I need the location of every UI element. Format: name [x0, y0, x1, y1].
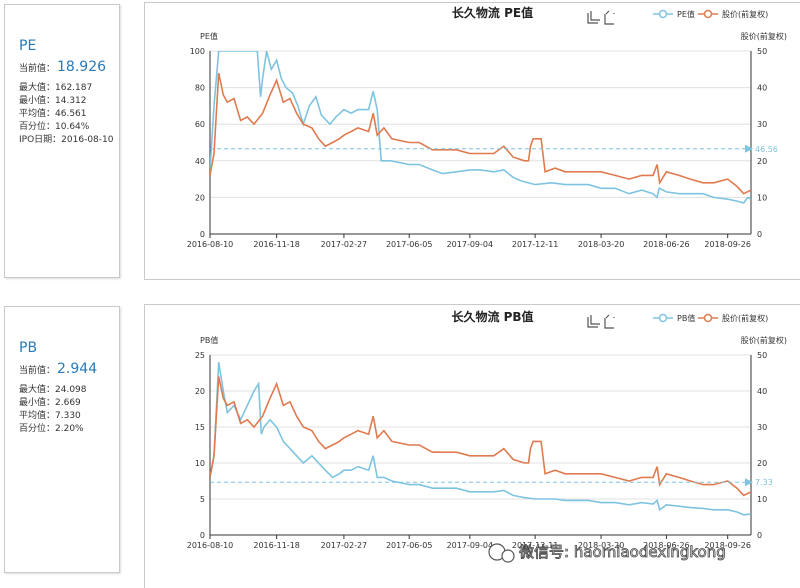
- watermark: 微信号: haomiaodexingkong: [488, 543, 726, 563]
- x-tick-label: 2018-06-26: [643, 240, 690, 249]
- legend-label-0: PB值: [677, 313, 695, 323]
- y-left-tick-label: 20: [195, 387, 205, 396]
- y-right-tick-label: 30: [757, 423, 767, 432]
- legend-label-1: 股价(前复权): [722, 9, 768, 19]
- y-left-tick-label: 0: [200, 230, 205, 239]
- y-axis-left-title: PB值: [200, 335, 218, 345]
- pe-percentile-line: 百分位：10.64%: [19, 122, 90, 132]
- pb-percentile-line: 百分位：2.20%: [19, 424, 84, 434]
- chart-title: 长久物流 PB值: [451, 309, 533, 324]
- y-left-tick-label: 20: [195, 193, 205, 202]
- y-left-tick-label: 40: [195, 157, 205, 166]
- y-left-tick-label: 60: [195, 120, 205, 129]
- x-tick-label: 2017-06-05: [386, 240, 433, 249]
- pb-current-value: 2.944: [57, 361, 98, 377]
- pe-ipo-date-line: IPO日期：2016-08-10: [19, 135, 114, 145]
- y-right-tick-label: 50: [757, 351, 767, 360]
- pe-min-line: 最小值：14.312: [19, 96, 87, 106]
- pe-metric-label: PE: [19, 38, 37, 54]
- x-tick-label: 2017-09-04: [447, 240, 494, 249]
- y-right-tick-label: 40: [757, 387, 767, 396]
- wechat-icon-bubble: [501, 549, 515, 563]
- y-right-tick-label: 0: [757, 230, 762, 239]
- pb-current-row: 当前值： 2.944: [19, 361, 97, 377]
- y-left-tick-label: 10: [195, 459, 205, 468]
- pe-max-line: 最大值：162.187: [19, 83, 93, 93]
- series-line-0: [210, 51, 751, 204]
- pe-current-value: 18.926: [57, 59, 107, 75]
- y-left-tick-label: 25: [195, 351, 205, 360]
- x-tick-label: 2018-03-20: [578, 240, 625, 249]
- y-right-tick-label: 10: [757, 495, 767, 504]
- legend-label-0: PE值: [677, 9, 695, 19]
- y-right-tick-label: 0: [757, 531, 762, 540]
- series-line-0: [210, 362, 751, 516]
- x-tick-label: 2018-03-20: [578, 541, 625, 550]
- pb-chart-container: 长久物流 PB值 PB值 股价(前复权) PB值 股价(前复权) 0 5 10 15 20 25 0 1…: [144, 304, 800, 588]
- y-axis-left-title: PE值: [200, 31, 218, 41]
- average-label: 7.33: [755, 478, 773, 487]
- x-tick-label: 2016-11-18: [253, 541, 300, 550]
- average-label: 46.56: [755, 145, 778, 154]
- pb-metric-label: PB: [19, 340, 38, 356]
- y-left-tick-label: 80: [195, 84, 205, 93]
- x-tick-label: 2018-09-26: [704, 541, 751, 550]
- x-tick-label: 2018-09-26: [704, 240, 751, 249]
- chart-title: 长久物流 PE值: [452, 5, 533, 20]
- refresh-icon: [604, 10, 615, 25]
- pe-current-row: 当前值： 18.926: [19, 59, 106, 75]
- y-left-tick-label: 15: [195, 423, 205, 432]
- pe-stats-panel: PE 当前值： 18.926 最大值：162.187 最小值：14.312 平均值…: [4, 4, 120, 278]
- pe-current-label: 当前值：: [19, 64, 56, 74]
- watermark-text: 微信号: haomiaodexingkong: [519, 543, 726, 561]
- x-tick-label: 2017-09-04: [447, 541, 494, 550]
- series-line-1: [210, 72, 751, 195]
- refresh-icon: [604, 314, 615, 329]
- x-tick-label: 2016-08-10: [187, 541, 234, 550]
- legend-marker-0: [658, 313, 668, 323]
- pb-max-line: 最大值：24.098: [19, 385, 87, 395]
- y-left-tick-label: 5: [200, 495, 205, 504]
- average-arrow: [745, 144, 753, 153]
- pb-stats-panel: PB 当前值： 2.944 最大值：24.098 最小值：2.669 平均值：7.…: [4, 306, 120, 573]
- x-tick-label: 2016-11-18: [253, 240, 300, 249]
- x-tick-label: 2017-12-11: [512, 541, 559, 550]
- y-left-tick-label: 100: [190, 47, 205, 56]
- x-tick-label: 2018-06-26: [643, 541, 690, 550]
- x-tick-label: 2016-08-10: [187, 240, 234, 249]
- x-tick-label: 2017-06-05: [386, 541, 433, 550]
- x-tick-label: 2017-12-11: [512, 240, 559, 249]
- y-right-tick-label: 50: [757, 47, 767, 56]
- legend-label-1: 股价(前复权): [722, 313, 768, 323]
- y-right-tick-label: 10: [757, 193, 767, 202]
- restore-icon: [587, 315, 600, 328]
- restore-icon: [587, 11, 600, 24]
- y-right-tick-label: 40: [757, 84, 767, 93]
- legend-marker-0: [658, 9, 668, 19]
- y-axis-right-title: 股价(前复权): [741, 335, 787, 345]
- y-axis-right-title: 股价(前复权): [741, 31, 787, 41]
- x-tick-label: 2017-02-27: [321, 541, 368, 550]
- y-right-tick-label: 20: [757, 157, 767, 166]
- y-right-tick-label: 20: [757, 459, 767, 468]
- average-arrow: [745, 478, 753, 487]
- y-right-tick-label: 30: [757, 120, 767, 129]
- legend-marker-1: [703, 9, 713, 19]
- pb-min-line: 最小值：2.669: [19, 398, 81, 408]
- series-line-1: [210, 376, 751, 497]
- pe-avg-line: 平均值：46.561: [19, 109, 87, 119]
- x-tick-label: 2017-02-27: [321, 240, 368, 249]
- pe-chart-container: 长久物流 PE值 PE值 股价(前复权) PE值 股价(前复权) 0 20 40 60 80 100…: [144, 2, 800, 280]
- pb-avg-line: 平均值：7.330: [19, 411, 81, 421]
- legend-marker-1: [703, 313, 713, 323]
- y-left-tick-label: 0: [200, 531, 205, 540]
- pb-current-label: 当前值：: [19, 366, 56, 376]
